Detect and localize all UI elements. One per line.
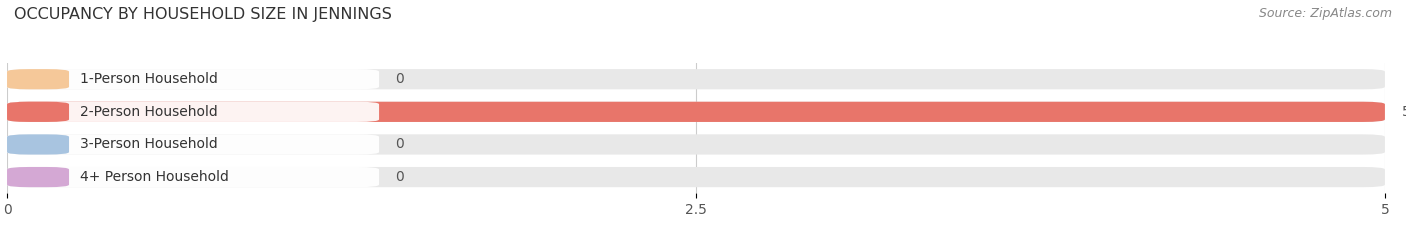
Text: 0: 0 (395, 137, 405, 151)
FancyBboxPatch shape (7, 69, 1385, 89)
Text: 5: 5 (1402, 105, 1406, 119)
Text: Source: ZipAtlas.com: Source: ZipAtlas.com (1258, 7, 1392, 20)
Text: 3-Person Household: 3-Person Household (80, 137, 218, 151)
Text: 0: 0 (395, 72, 405, 86)
FancyBboxPatch shape (7, 134, 380, 154)
FancyBboxPatch shape (7, 134, 1385, 154)
FancyBboxPatch shape (7, 102, 380, 122)
Text: OCCUPANCY BY HOUSEHOLD SIZE IN JENNINGS: OCCUPANCY BY HOUSEHOLD SIZE IN JENNINGS (14, 7, 392, 22)
FancyBboxPatch shape (7, 134, 69, 154)
Text: 4+ Person Household: 4+ Person Household (80, 170, 229, 184)
Text: 0: 0 (395, 170, 405, 184)
FancyBboxPatch shape (7, 167, 69, 187)
Text: 1-Person Household: 1-Person Household (80, 72, 218, 86)
FancyBboxPatch shape (7, 69, 380, 89)
FancyBboxPatch shape (7, 102, 1385, 122)
FancyBboxPatch shape (7, 167, 1385, 187)
Text: 2-Person Household: 2-Person Household (80, 105, 218, 119)
FancyBboxPatch shape (7, 69, 69, 89)
FancyBboxPatch shape (7, 167, 380, 187)
FancyBboxPatch shape (7, 102, 1385, 122)
FancyBboxPatch shape (7, 102, 69, 122)
